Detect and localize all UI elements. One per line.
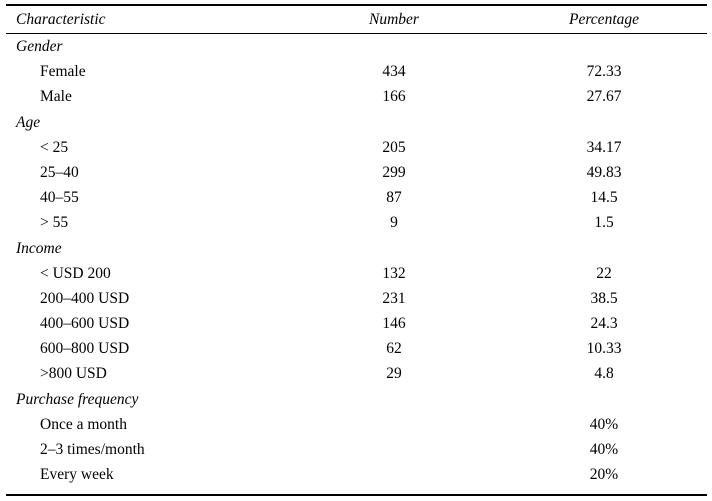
table-top-rule [6, 4, 707, 6]
table-header-rule [6, 33, 707, 34]
row-number: 146 [382, 315, 406, 333]
row-percentage: 40% [589, 415, 619, 433]
table-row: Once a month 40% [6, 412, 707, 437]
section-title-income: Income [16, 239, 62, 257]
table-row: >800 USD 29 4.8 [6, 361, 707, 386]
row-number: 205 [382, 138, 406, 156]
table-bottom-rule [6, 494, 707, 496]
row-label: < 25 [40, 138, 69, 156]
row-label: 200–400 USD [40, 289, 130, 307]
row-percentage: 38.5 [590, 289, 618, 307]
table-row: 40–55 87 14.5 [6, 185, 707, 210]
header-percentage: Percentage [569, 11, 639, 28]
row-number: 132 [382, 264, 406, 282]
header-characteristic: Characteristic [16, 11, 106, 28]
table-row: < 25 205 34.17 [6, 135, 707, 160]
row-number: 434 [382, 63, 406, 81]
row-number: 87 [386, 189, 402, 207]
row-label: 40–55 [40, 189, 79, 207]
row-percentage: 20% [589, 466, 619, 484]
row-label: < USD 200 [40, 264, 111, 282]
row-number: 166 [382, 88, 406, 106]
table-row: < USD 200 132 22 [6, 261, 707, 286]
row-label: Female [40, 63, 86, 81]
row-percentage: 14.5 [590, 189, 618, 207]
table-row: > 55 9 1.5 [6, 210, 707, 235]
row-label: > 55 [40, 214, 69, 232]
section-title-gender: Gender [16, 38, 63, 55]
table-row: 2–3 times/month 40% [6, 437, 707, 462]
section-title-row: Age [6, 110, 707, 135]
table-row: Every week 20% [6, 462, 707, 487]
row-label: 600–800 USD [40, 340, 130, 358]
row-label: 400–600 USD [40, 315, 130, 333]
row-label: 2–3 times/month [40, 441, 145, 458]
row-percentage: 34.17 [586, 138, 622, 156]
row-percentage: 49.83 [586, 163, 622, 181]
section-title-purchase-frequency: Purchase frequency [16, 390, 139, 408]
row-percentage: 72.33 [586, 63, 622, 81]
row-percentage: 22 [596, 264, 612, 282]
row-label: Male [40, 88, 72, 106]
section-title-row: Income [6, 236, 707, 261]
table-row: 600–800 USD 62 10.33 [6, 336, 707, 361]
row-percentage: 40% [589, 441, 619, 458]
section-title-row: Gender [6, 34, 707, 59]
row-percentage: 1.5 [594, 214, 614, 232]
row-label: Every week [40, 466, 114, 484]
row-label: Once a month [40, 415, 127, 433]
table-body: Characteristic Number Percentage Gender … [6, 6, 707, 487]
row-number: 231 [382, 289, 406, 307]
row-number: 62 [386, 340, 402, 358]
row-percentage: 4.8 [594, 365, 614, 383]
row-label: >800 USD [40, 365, 107, 383]
table-row: 400–600 USD 146 24.3 [6, 311, 707, 336]
row-percentage: 10.33 [586, 340, 622, 358]
header-number: Number [369, 11, 419, 28]
row-percentage: 24.3 [590, 315, 618, 333]
row-number: 29 [386, 365, 402, 383]
section-title-age: Age [16, 113, 41, 131]
row-number: 9 [390, 214, 398, 232]
table-row: 200–400 USD 231 38.5 [6, 286, 707, 311]
section-title-row: Purchase frequency [6, 387, 707, 412]
table-row: 25–40 299 49.83 [6, 160, 707, 185]
row-label: 25–40 [40, 163, 79, 181]
row-percentage: 27.67 [586, 88, 622, 106]
row-number: 299 [382, 163, 406, 181]
table-header-row: Characteristic Number Percentage [6, 6, 707, 33]
table-row: Female 434 72.33 [6, 59, 707, 84]
table-row: Male 166 27.67 [6, 84, 707, 109]
